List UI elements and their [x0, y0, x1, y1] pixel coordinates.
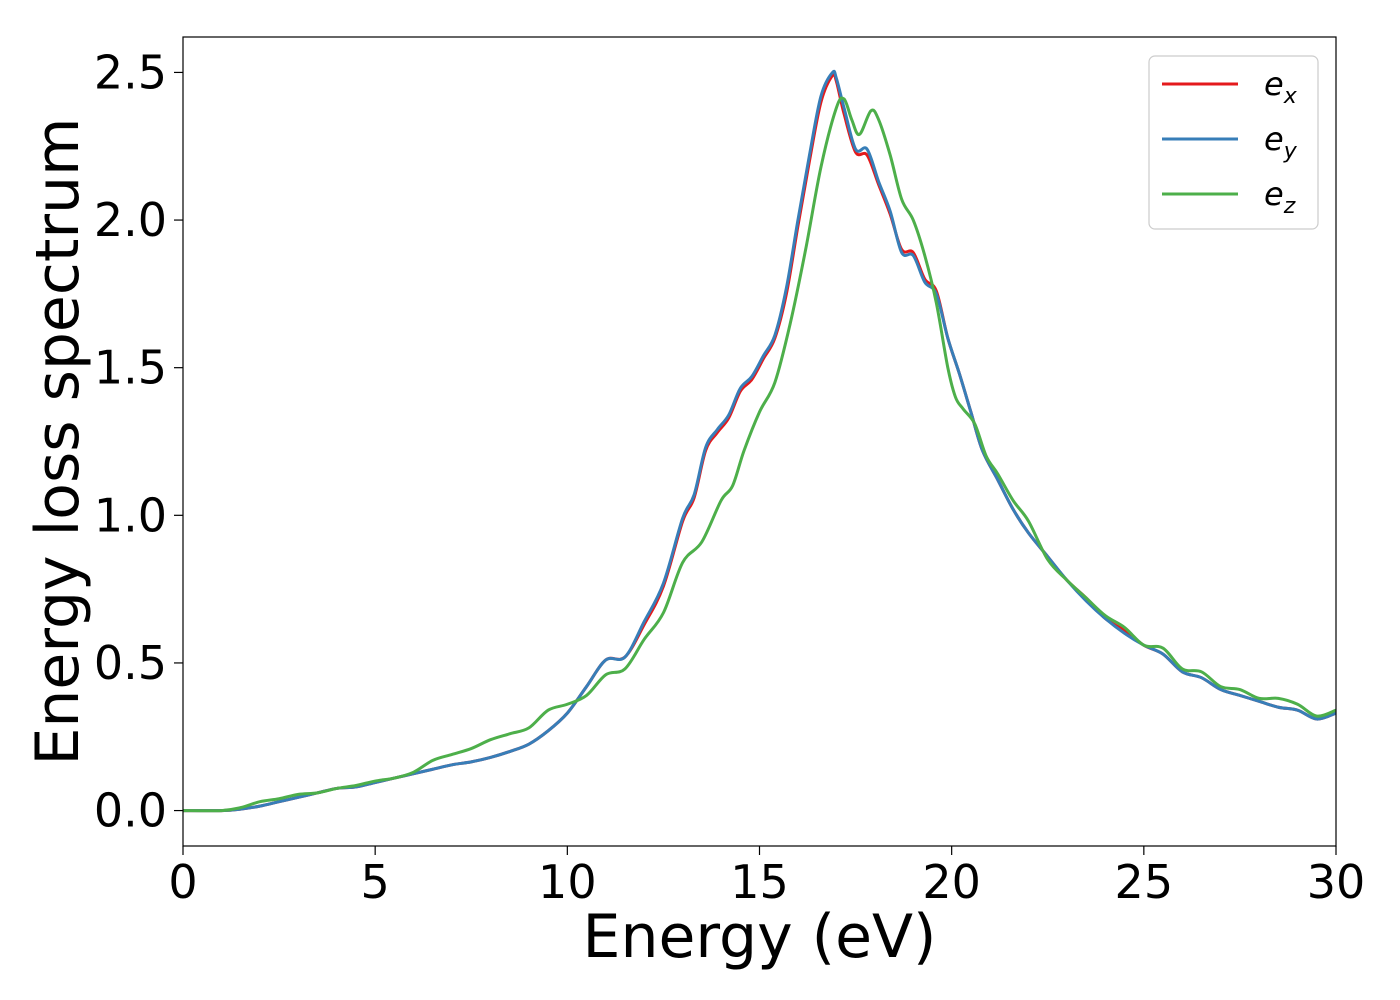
x-tick-label: 5 [361, 855, 390, 909]
series-line-y [183, 69, 1336, 813]
x-tick-label: 30 [1307, 855, 1366, 909]
x-tick-label: 15 [730, 855, 789, 909]
x-tick-label: 10 [538, 855, 597, 909]
y-tick-label: 2.5 [94, 45, 167, 99]
y-tick-label: 1.5 [94, 341, 167, 395]
x-tick-label: 20 [922, 855, 981, 909]
x-tick-label: 0 [168, 855, 197, 909]
y-axis: 0.0 0.5 1.0 1.5 2.0 2.5 [94, 45, 183, 838]
legend-label-x: ex [1264, 65, 1298, 109]
legend-label-y: ey [1264, 120, 1298, 164]
y-tick-label: 0.5 [94, 636, 167, 690]
x-axis-title: Energy (eV) [583, 902, 937, 972]
x-axis: 0 5 10 15 20 25 30 [168, 846, 1365, 909]
x-tick-label: 25 [1115, 855, 1174, 909]
legend-label-z: ez [1264, 175, 1296, 219]
y-tick-label: 2.0 [94, 193, 167, 247]
y-axis-title: Energy loss spectrum [23, 117, 93, 765]
legend-box [1148, 55, 1319, 230]
series-layer [183, 69, 1336, 813]
y-tick-label: 0.0 [94, 784, 167, 838]
y-tick-label: 1.0 [94, 488, 167, 542]
series-line-z [183, 96, 1336, 813]
legend: ex ey ez [1148, 55, 1319, 230]
